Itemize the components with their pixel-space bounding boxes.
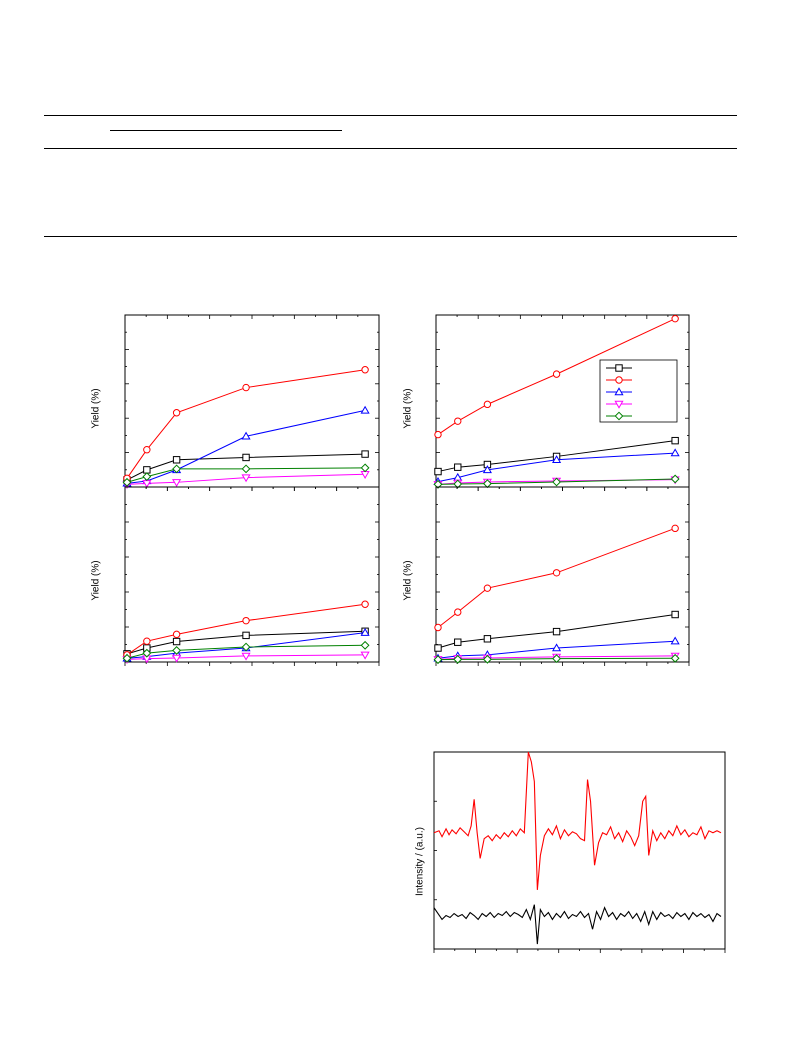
data-point-square bbox=[671, 610, 679, 619]
legend-box bbox=[599, 359, 678, 423]
data-point-triangle-down bbox=[172, 654, 182, 663]
panel-d bbox=[433, 486, 690, 666]
diamond-icon bbox=[614, 411, 624, 421]
data-point-diamond bbox=[453, 654, 463, 664]
data-point-circle bbox=[143, 637, 151, 645]
data-point-diamond bbox=[453, 479, 463, 489]
data-point-circle bbox=[242, 383, 250, 392]
data-point-circle bbox=[483, 584, 492, 592]
data-point-triangle-up bbox=[241, 431, 251, 440]
data-point-diamond bbox=[552, 654, 561, 664]
data-point-diamond bbox=[172, 646, 182, 655]
plot-frame bbox=[435, 486, 690, 663]
data-point-circle bbox=[172, 630, 181, 639]
data-point-triangle-down bbox=[360, 651, 370, 660]
data-point-circle bbox=[483, 400, 492, 409]
data-point-diamond bbox=[552, 477, 561, 487]
data-point-square bbox=[143, 466, 151, 474]
panel-a bbox=[122, 314, 380, 491]
plot-frame bbox=[124, 314, 380, 488]
data-point-square bbox=[671, 436, 679, 445]
data-point-diamond bbox=[360, 640, 370, 650]
data-point-triangle-up bbox=[670, 448, 680, 457]
data-point-circle bbox=[143, 446, 151, 454]
data-point-triangle-up bbox=[360, 627, 370, 636]
data-point-circle bbox=[671, 314, 679, 323]
data-point-triangle-down bbox=[172, 479, 182, 488]
panel-b bbox=[433, 314, 690, 491]
data-point-square bbox=[172, 456, 181, 464]
data-point-diamond bbox=[360, 463, 370, 473]
circle-icon bbox=[615, 376, 623, 384]
data-point-diamond bbox=[122, 477, 132, 487]
data-point-triangle-up bbox=[552, 643, 562, 652]
data-point-triangle-up bbox=[482, 465, 492, 474]
triangle-down-icon bbox=[614, 400, 624, 409]
data-point-square bbox=[454, 638, 462, 646]
epr-trace-1 bbox=[433, 904, 722, 945]
triangle-up-icon bbox=[614, 387, 624, 396]
data-point-diamond bbox=[241, 642, 251, 652]
data-point-circle bbox=[361, 366, 369, 374]
data-point-square bbox=[361, 450, 369, 458]
data-point-circle bbox=[361, 600, 369, 608]
data-point-diamond bbox=[172, 464, 182, 474]
data-point-circle bbox=[552, 370, 561, 378]
data-point-square bbox=[483, 635, 492, 643]
epr-trace-0 bbox=[433, 751, 722, 890]
data-point-square bbox=[172, 637, 181, 646]
data-point-square bbox=[242, 631, 250, 640]
panel-c bbox=[122, 486, 380, 666]
data-point-triangle-down bbox=[241, 652, 251, 661]
data-point-diamond bbox=[433, 479, 443, 489]
table-header-underline bbox=[110, 130, 342, 131]
series-line-1 bbox=[437, 527, 676, 628]
data-point-square bbox=[434, 467, 442, 476]
data-point-triangle-up bbox=[552, 455, 562, 463]
data-point-diamond bbox=[482, 654, 492, 664]
data-point-circle bbox=[242, 616, 250, 625]
data-point-circle bbox=[434, 623, 442, 632]
square-icon bbox=[615, 364, 623, 372]
data-point-square bbox=[242, 453, 250, 462]
table-header-rule bbox=[44, 148, 737, 149]
epr-spectrum bbox=[433, 751, 726, 953]
data-point-square bbox=[434, 644, 442, 652]
data-point-diamond bbox=[433, 655, 443, 665]
data-point-diamond bbox=[142, 472, 152, 482]
data-point-triangle-up bbox=[670, 636, 680, 645]
data-point-diamond bbox=[670, 474, 680, 484]
data-point-circle bbox=[434, 430, 442, 439]
data-point-circle bbox=[454, 417, 462, 425]
data-point-circle bbox=[552, 569, 561, 577]
data-point-circle bbox=[172, 409, 181, 417]
table-bottom-rule bbox=[44, 236, 737, 237]
data-point-triangle-down bbox=[241, 474, 251, 483]
data-point-diamond bbox=[122, 653, 132, 663]
table-top-rule bbox=[44, 115, 737, 116]
data-point-square bbox=[552, 627, 561, 636]
data-point-diamond bbox=[670, 653, 680, 663]
data-point-circle bbox=[454, 608, 462, 616]
data-point-diamond bbox=[142, 648, 152, 658]
data-point-diamond bbox=[241, 464, 251, 474]
data-point-triangle-up bbox=[360, 405, 370, 414]
data-point-circle bbox=[671, 524, 679, 533]
data-point-square bbox=[454, 463, 462, 471]
